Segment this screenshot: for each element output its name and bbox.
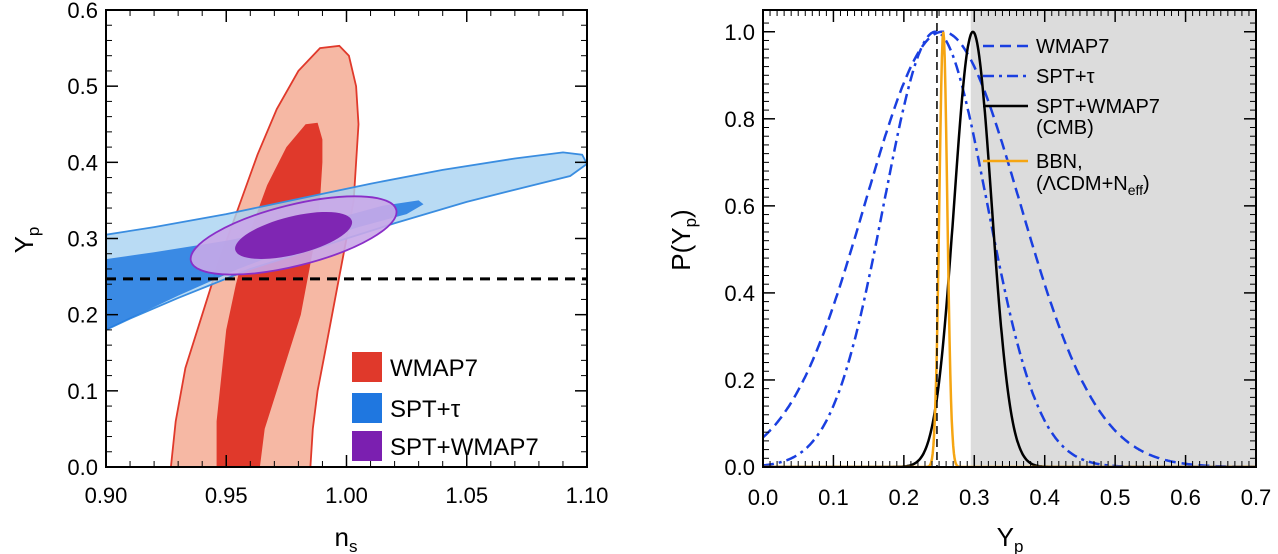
right-x-tick-label: 0.5 bbox=[1100, 485, 1131, 510]
left-y-tick-label: 0.2 bbox=[67, 303, 98, 328]
left-y-tick-label: 0.6 bbox=[67, 0, 98, 23]
curve-wmap7 bbox=[763, 30, 1256, 467]
right-x-axis-title: Yp bbox=[997, 522, 1024, 554]
right-y-tick-label: 0.8 bbox=[724, 107, 755, 132]
legend-label-spt-tau: SPT+τ bbox=[390, 396, 461, 423]
right-x-tick-label: 0.2 bbox=[889, 485, 920, 510]
left-y-tick-label: 0.0 bbox=[67, 455, 98, 480]
right-y-tick-label: 0.0 bbox=[724, 455, 755, 480]
contour-inner-spt-wmap7 bbox=[235, 211, 353, 259]
left-x-tick-label: 0.95 bbox=[205, 483, 248, 508]
curve-spt-wmap7 bbox=[763, 30, 1256, 467]
left-x-tick-label: 1.05 bbox=[445, 483, 488, 508]
left-plot-area bbox=[106, 44, 587, 467]
right-plot-area bbox=[763, 30, 1256, 467]
legend-label-bbn: BBN, bbox=[1036, 151, 1083, 173]
legend-swatch-spt-tau bbox=[352, 393, 382, 423]
legend-label-wmap7: WMAP7 bbox=[390, 355, 478, 382]
right-y-tick-label: 0.4 bbox=[724, 281, 755, 306]
legend-swatch-wmap7 bbox=[352, 352, 382, 382]
right-x-tick-label: 0.1 bbox=[818, 485, 849, 510]
legend-label-wmap7-right: WMAP7 bbox=[1036, 36, 1109, 58]
left-x-tick-label: 1.10 bbox=[566, 483, 609, 508]
legend-label-spt-wmap7-line2: (CMB) bbox=[1036, 117, 1094, 139]
left-ticks: 0.90 0.95 1.00 1.05 1.10 0.0 0.1 0.2 0.3 0.4 0.5 0.… bbox=[67, 0, 608, 508]
right-x-tick-label: 0.3 bbox=[959, 485, 990, 510]
left-x-tick-label: 0.90 bbox=[85, 483, 128, 508]
left-x-axis-title: ns bbox=[335, 522, 358, 554]
right-ticks: 0.0 0.1 0.2 0.3 0.4 0.5 0.6 0.7 0.0 0.2 0.4 0.6 0.8 1… bbox=[724, 10, 1271, 510]
left-y-tick-label: 0.5 bbox=[67, 74, 98, 99]
contour-outer-spt-tau bbox=[106, 151, 587, 331]
legend-swatch-spt-wmap7 bbox=[352, 431, 382, 461]
right-panel: 0.0 0.1 0.2 0.3 0.4 0.5 0.6 0.7 0.0 0.2 0.4 0.6 0.8 1… bbox=[666, 9, 1271, 554]
right-x-tick-label: 0.0 bbox=[748, 485, 779, 510]
left-y-tick-label: 0.1 bbox=[67, 379, 98, 404]
right-y-tick-label: 1.0 bbox=[724, 20, 755, 45]
legend-label-spt-wmap7-right: SPT+WMAP7 bbox=[1036, 96, 1160, 118]
left-y-tick-label: 0.4 bbox=[67, 150, 98, 175]
left-panel: 0.90 0.95 1.00 1.05 1.10 0.0 0.1 0.2 0.3 0.4 0.5 0.… bbox=[9, 0, 608, 554]
right-y-tick-label: 0.2 bbox=[724, 368, 755, 393]
right-shaded-region bbox=[970, 10, 1256, 467]
legend-label-bbn-line2: (ΛCDM+Neff) bbox=[1036, 173, 1150, 198]
right-x-tick-label: 0.4 bbox=[1029, 485, 1060, 510]
right-y-tick-label: 0.6 bbox=[724, 194, 755, 219]
left-y-tick-label: 0.3 bbox=[67, 227, 98, 252]
left-x-tick-label: 1.00 bbox=[325, 483, 368, 508]
right-y-axis-title: P(Yp) bbox=[666, 209, 700, 270]
right-x-tick-label: 0.6 bbox=[1170, 485, 1201, 510]
legend-label-spt-wmap7: SPT+WMAP7 bbox=[390, 434, 539, 461]
left-legend: WMAP7 SPT+τ SPT+WMAP7 bbox=[352, 352, 539, 461]
right-legend: WMAP7 SPT+τ SPT+WMAP7 (CMB) BBN, (ΛCDM+N… bbox=[983, 36, 1160, 198]
legend-label-spt-tau-right: SPT+τ bbox=[1036, 66, 1095, 88]
left-y-axis-title: Yp bbox=[9, 227, 43, 254]
right-x-tick-label: 0.7 bbox=[1241, 485, 1272, 510]
